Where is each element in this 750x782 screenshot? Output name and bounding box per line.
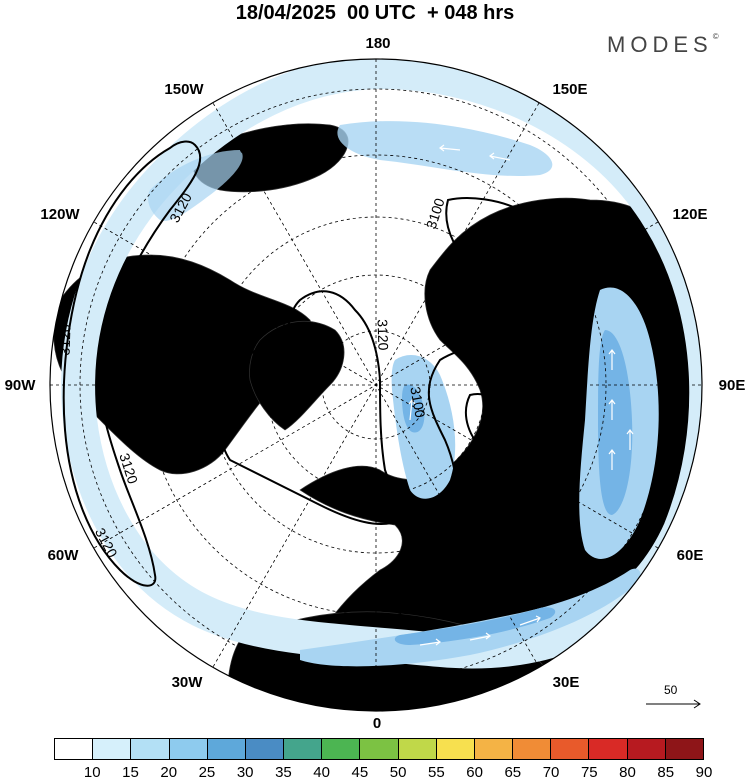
vector-reference-value: 50 — [664, 683, 678, 697]
wind-vector — [408, 399, 416, 421]
brand-text: MODES — [607, 32, 713, 57]
colorbar-tick-label: 50 — [389, 764, 407, 781]
wind-vector — [626, 429, 634, 450]
greenland-land — [249, 320, 345, 431]
colorbar-segment — [627, 739, 666, 759]
colorbar-tick-label: 55 — [428, 764, 445, 781]
colorbar-segment — [131, 739, 170, 759]
colorbar-tick-label: 45 — [351, 764, 369, 781]
wind-vector — [608, 399, 616, 420]
wind-vector — [469, 632, 491, 641]
colorbar-segment — [398, 739, 437, 759]
colorbar-tick-label: 80 — [619, 764, 636, 781]
colorbar-tick-label: 70 — [542, 764, 560, 781]
lon-label-150w: 150W — [164, 81, 204, 98]
colorbar-tick-label: 30 — [236, 764, 254, 781]
wind-vector — [439, 144, 461, 152]
colorbar-segment — [513, 739, 552, 759]
lon-label-120e: 120E — [672, 206, 707, 223]
colorbar-tick-label: 10 — [83, 764, 101, 781]
colorbar-tick-label: 40 — [313, 764, 330, 781]
colorbar-tick-label: 65 — [504, 764, 522, 781]
colorbar-tick-label: 90 — [695, 764, 713, 781]
lon-label-0: 0 — [373, 715, 381, 730]
colorbar — [54, 738, 704, 760]
contour-3120-polar — [217, 290, 405, 526]
wind-vector — [489, 152, 511, 161]
lon-label-120w: 120W — [40, 206, 80, 223]
lon-label-30w: 30W — [172, 674, 204, 691]
contour-3100-closed-low — [465, 393, 514, 455]
colorbar-segment — [665, 739, 703, 759]
colorbar-tick-label: 60 — [466, 764, 483, 781]
height-contours — [62, 140, 578, 603]
arrow-right-icon — [646, 699, 701, 709]
colorbar-segment — [169, 739, 208, 759]
colorbar-segment — [551, 739, 590, 759]
colorbar-segment — [360, 739, 399, 759]
graticule-lines — [50, 59, 702, 711]
longitude-labels: 180 150E 120E 90E 60E 30E 0 30W 60W 90W … — [5, 35, 746, 730]
colorbar-tick-label: 25 — [198, 764, 216, 781]
colorbar-tick-label: 15 — [122, 764, 139, 781]
lon-label-180: 180 — [365, 35, 390, 52]
meridian-150e-30w — [212, 102, 540, 668]
colorbar-tick-label: 85 — [657, 764, 675, 781]
contour-label: 3100 — [407, 385, 428, 419]
colorbar-segment — [55, 739, 94, 759]
colorbar-segment — [284, 739, 323, 759]
colorbar-segment — [245, 739, 285, 759]
colorbar-tick-label: 75 — [580, 764, 598, 781]
wind-vectors — [408, 144, 634, 646]
wind-vector — [608, 349, 616, 370]
contour-label: 3120 — [211, 403, 231, 436]
colorbar-segment — [474, 739, 514, 759]
jet-core-mediterranean — [394, 607, 556, 645]
lon-label-30e: 30E — [553, 674, 580, 691]
colorbar-segment — [589, 739, 628, 759]
map-border — [49, 58, 703, 712]
polar-stereographic-map: 3120 3120 3120 3120 3120 3120 3100 3100 … — [5, 35, 746, 730]
jet-core-siberia — [598, 330, 633, 515]
colorbar-segment — [322, 739, 361, 759]
jet-core-scandinavia — [402, 384, 425, 433]
colorbar-segment — [207, 739, 246, 759]
contour-label: 3120 — [374, 319, 391, 351]
jet-band-mediterranean — [300, 568, 641, 667]
lon-label-60e: 60E — [677, 547, 704, 564]
contour-3100-eurasia — [427, 197, 578, 603]
contour-3120-pacific-loop — [62, 140, 202, 587]
map-title: 18/04/2025 00 UTC + 048 hrs — [235, 2, 515, 24]
contour-label: 3120 — [56, 324, 73, 356]
colorbar-labels: 10 15 20 25 30 35 40 45 50 55 60 65 70 75 80 85 90 — [54, 764, 712, 782]
jet-band-north-pacific-west — [148, 150, 243, 221]
lon-label-90e: 90E — [719, 377, 746, 394]
vector-reference: 50 — [640, 680, 710, 720]
colorbar-segment — [436, 739, 475, 759]
modes-logo: MODES© — [607, 32, 719, 58]
colorbar-segment — [93, 739, 132, 759]
contour-label: 3100 — [569, 342, 590, 376]
copyright-mark: © — [712, 32, 719, 41]
colorbar-tick-label: 20 — [160, 764, 178, 781]
wind-vector — [608, 449, 616, 470]
wind-vector — [419, 638, 441, 646]
contour-label: 3100 — [487, 592, 518, 608]
wind-vector — [519, 615, 541, 626]
lon-label-150e: 150E — [552, 81, 587, 98]
lon-label-60w: 60W — [48, 547, 80, 564]
lon-label-90w: 90W — [5, 377, 37, 394]
colorbar-tick-label: 35 — [275, 764, 292, 781]
